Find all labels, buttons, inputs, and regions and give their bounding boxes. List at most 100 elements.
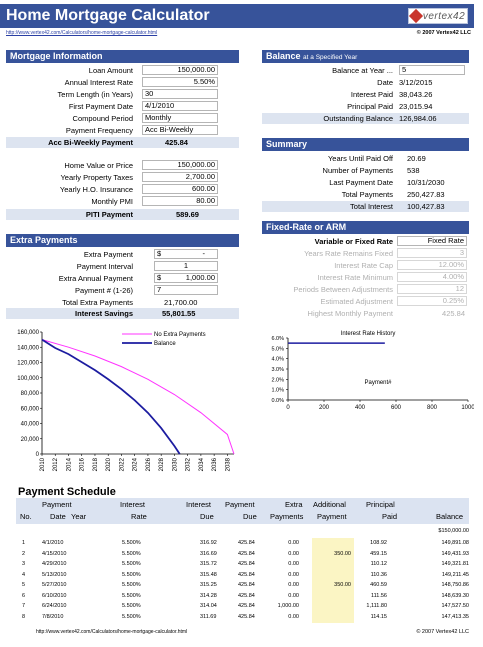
additional-payment-cell[interactable] [312,580,354,591]
cell-date: 4/15/2010 [42,550,67,557]
y-tick-label: 40,000 [21,422,40,428]
piti-value: 589.69 [176,210,199,219]
balance-row-label: Balance at Year ... [332,66,393,75]
mortgage-row-input[interactable]: 150,000.00 [142,65,218,75]
extra-annual-input[interactable]: $ 1,000.00 [154,273,218,283]
schedule-header: Payment No. Date Year Interest Rate Inte… [16,498,469,524]
payment-interval-input[interactable]: 1 [154,261,218,271]
legend-label-0: No Extra Payments [154,332,206,338]
summary-row-value: 538 [407,166,420,175]
additional-payment-cell[interactable] [312,538,354,549]
legend-label-1: Balance [154,341,176,347]
cell-principal: 110.36 [370,571,387,578]
x-tick-label: 2032 [186,457,192,471]
x-tick-label: 2034 [199,457,205,471]
total-interest-row [262,201,469,212]
hdr-balance: Balance [436,512,464,521]
arm-row: Years Rate Remains Fixed 3 [262,248,469,259]
extra-annual-label: Extra Annual Payment [58,274,133,283]
y-tick-label: 20,000 [21,437,40,443]
summary-row-label: Total Payments [341,190,393,199]
extra-payment-currency: $ [157,249,162,258]
x-tick-label: 2020 [106,457,112,471]
top-url-link[interactable]: http://www.vertex42.com/Calculators/home… [6,30,158,36]
table-row: 6 6/10/2010 5.500% 314.28 425.84 0.00 111.56 14… [16,590,469,602]
mortgage-row-input[interactable]: 5.50% [142,77,218,87]
x-tick-label: 2030 [172,457,178,471]
cell-extra: 0.00 [288,540,299,546]
extra-payment-input[interactable]: $ - [154,249,218,259]
hdr-due: Due [200,512,214,521]
x-tick-label: 2022 [119,457,125,471]
arm-row-input[interactable]: 4.00% [397,272,467,282]
mortgage-row-input[interactable]: Acc Bi-Weekly [142,125,218,135]
additional-payment-cell[interactable] [312,559,354,570]
arm-row-input[interactable]: 12 [397,284,467,294]
cell-interest-due: 315.48 [200,571,217,578]
cell-interest-due: 314.28 [200,592,217,599]
mortgage-row: Loan Amount 150,000.00 [6,65,239,76]
cell-balance: 149,321.81 [441,561,469,567]
table-row: 7 6/24/2010 5.500% 314.04 425.84 1,000.00 1,11… [16,601,469,612]
balance-year-input[interactable]: 5 [399,65,465,75]
mortgage-row: Compound Period Monthly [6,113,239,124]
cell-payment-due: 425.84 [238,582,255,588]
x-tick-label: 2012 [53,457,59,471]
cell-interest-due: 315.72 [200,561,217,567]
cell-rate: 5.500% [122,613,141,620]
rate-type-select[interactable]: Fixed Rate [397,236,467,246]
x-tick-label: 2018 [93,457,99,471]
cell-extra: 0.00 [288,571,299,578]
cell-extra: 0.00 [288,550,299,557]
home-cost-input[interactable]: 2,700.00 [142,172,218,182]
additional-payment-cell[interactable] [312,569,354,581]
cell-balance: 147,527.50 [441,603,469,609]
cell-principal: 460.59 [370,582,387,588]
payment-number-input[interactable]: 7 [154,285,218,295]
table-row: 2 4/15/2010 5.500% 316.69 425.84 0.00 459.15 14… [16,548,469,560]
footer-url[interactable]: http://www.vertex42.com/Calculators/home… [36,629,188,635]
payment-interval-label: Payment Interval [76,262,133,271]
cell-additional: 350.00 [334,582,351,588]
home-cost-input[interactable]: 80.00 [142,196,218,206]
home-cost-input[interactable]: 600.00 [142,184,218,194]
cell-no: 2 [22,550,26,557]
balance-row-label: Principal Paid [347,102,393,111]
mortgage-row-input[interactable]: 4/1/2010 [142,101,218,111]
balance-row-value: 23,015.94 [399,102,433,111]
additional-payment-cell[interactable] [312,590,354,602]
additional-payment-cell[interactable] [312,611,354,623]
y-tick-label: 6.0% [271,336,284,342]
mortgage-row-input[interactable]: 30 [142,89,218,99]
y-tick-label: 140,000 [17,345,39,351]
extra-payment-value: - [202,249,206,258]
additional-payment-cell[interactable] [312,601,354,612]
mortgage-row: Term Length (in Years) 30 [6,89,239,100]
balance-title: Balance [266,51,301,61]
additional-payment-cell[interactable] [312,548,354,560]
y-tick-label: 160,000 [17,330,39,336]
cell-rate: 5.500% [122,603,141,609]
x-tick-label: 2016 [80,457,86,471]
table-row: 1 4/1/2010 5.500% 316.92 425.84 0.00 108.92 149… [16,538,469,549]
arm-row-input[interactable]: 3 [397,248,467,258]
acc-payment-value: 425.84 [165,138,188,147]
arm-header: Fixed-Rate or ARM [262,221,469,234]
cell-principal: 459.15 [370,550,387,557]
cell-no: 8 [22,613,26,620]
home-cost-input[interactable]: 150,000.00 [142,160,218,170]
summary-row-label: Total Interest [350,202,393,211]
y-tick-label: 60,000 [21,406,40,412]
cell-rate: 5.500% [122,582,141,588]
hdr-principal: Principal [366,500,395,509]
home-cost-label: Home Value or Price [64,161,133,170]
arm-row-input[interactable]: 12.00% [397,260,467,270]
x-tick-label: 0 [286,405,290,411]
arm-row-label: Highest Monthly Payment [307,309,393,318]
hdr-date: Date [50,512,66,521]
hdr-paid: Paid [382,512,398,521]
mortgage-row-input[interactable]: Monthly [142,113,218,123]
cell-principal: 110.12 [370,561,387,567]
y-tick-label: 1.0% [271,388,284,394]
arm-row-input[interactable]: 0.25% [397,296,467,306]
